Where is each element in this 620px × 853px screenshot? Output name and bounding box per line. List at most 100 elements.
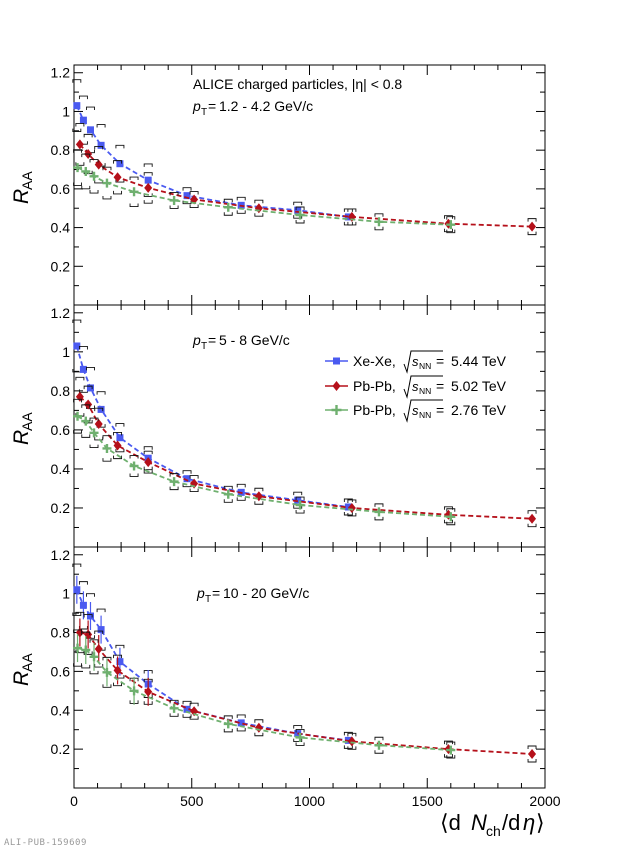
syst-bracket bbox=[94, 630, 104, 668]
data-point bbox=[223, 202, 233, 212]
data-point bbox=[86, 384, 94, 392]
data-point bbox=[102, 667, 112, 677]
data-point bbox=[73, 342, 81, 350]
syst-bracket bbox=[443, 506, 453, 524]
data-point bbox=[223, 489, 233, 499]
panel-2: 0.2 0.4 0.6 0.8 1 1.2 bbox=[51, 304, 546, 548]
data-point bbox=[294, 496, 302, 504]
svg-text:R: R bbox=[10, 430, 33, 445]
y-tick-label: 0.8 bbox=[51, 383, 71, 399]
data-point bbox=[254, 722, 263, 733]
svg-text:η: η bbox=[523, 810, 535, 835]
syst-bracket bbox=[527, 745, 537, 763]
syst-bracket bbox=[115, 423, 125, 453]
svg-text:p: p bbox=[192, 332, 201, 348]
syst-bracket bbox=[73, 629, 82, 667]
data-point bbox=[183, 705, 191, 713]
y-tick-label: 0.2 bbox=[51, 258, 71, 274]
fit-curve bbox=[75, 589, 349, 742]
svg-text:AA: AA bbox=[19, 653, 35, 672]
data-point bbox=[347, 502, 356, 513]
data-point bbox=[75, 139, 84, 150]
data-point bbox=[254, 203, 263, 214]
legend-entry-pbpb-276: Pb-Pb, s NN = 2.76 TeV bbox=[325, 399, 507, 423]
syst-bracket bbox=[113, 431, 123, 460]
pt-range-panel-1: 1.2 - 4.2 GeV/c bbox=[219, 98, 313, 114]
fit-curve bbox=[79, 631, 533, 755]
svg-text:R: R bbox=[10, 671, 33, 686]
syst-bracket bbox=[236, 196, 246, 214]
svg-text:N: N bbox=[471, 810, 487, 835]
data-point bbox=[73, 586, 81, 594]
data-point bbox=[374, 217, 384, 227]
syst-bracket bbox=[113, 654, 123, 687]
legend-entry-xexe: Xe-Xe, s NN = 5.44 TeV bbox=[325, 350, 507, 374]
data-point bbox=[144, 182, 153, 193]
legend-energy-pbpb-276: 2.76 TeV bbox=[451, 402, 507, 418]
syst-bracket bbox=[347, 208, 357, 226]
syst-bracket bbox=[347, 732, 357, 750]
data-point bbox=[102, 178, 112, 188]
data-point bbox=[102, 443, 112, 453]
x-tick-label: 2000 bbox=[529, 793, 560, 809]
syst-bracket bbox=[189, 702, 199, 720]
syst-bracket bbox=[143, 450, 153, 474]
header-text: ALICE charged particles, |η| < 0.8 bbox=[193, 76, 402, 92]
series-pbpb276 bbox=[73, 629, 456, 759]
data-point bbox=[528, 221, 537, 232]
syst-bracket bbox=[89, 159, 99, 194]
series-pbpb502 bbox=[75, 376, 537, 528]
y-tick-label: 0.8 bbox=[51, 625, 71, 641]
data-point bbox=[81, 416, 91, 426]
syst-bracket bbox=[446, 216, 456, 234]
fit-curve bbox=[79, 396, 533, 520]
svg-text:AA: AA bbox=[19, 412, 35, 431]
data-point bbox=[116, 160, 124, 168]
data-point bbox=[295, 500, 305, 510]
data-point bbox=[295, 732, 305, 742]
x-tick-label: 500 bbox=[180, 793, 204, 809]
y-tick-label: 1.2 bbox=[51, 305, 71, 321]
syst-bracket bbox=[81, 404, 91, 438]
legend-energy-pbpb-502: 5.02 TeV bbox=[451, 378, 507, 394]
syst-bracket bbox=[443, 740, 453, 758]
data-point bbox=[528, 748, 537, 759]
syst-bracket bbox=[374, 213, 384, 231]
legend-system-pbpb-276: Pb-Pb, bbox=[353, 402, 396, 418]
series-pbpb276 bbox=[73, 398, 456, 526]
data-point bbox=[374, 507, 384, 517]
syst-bracket bbox=[129, 176, 139, 207]
x-tick-label: 1500 bbox=[412, 793, 443, 809]
syst-bracket bbox=[83, 614, 93, 655]
syst-bracket bbox=[347, 499, 357, 517]
data-point bbox=[129, 686, 139, 696]
panels-layer: 0.20.40.60.811.20.20.40.60.811.20.20.40.… bbox=[51, 64, 546, 789]
syst-bracket bbox=[73, 149, 82, 186]
data-point bbox=[144, 686, 153, 697]
x-tick-label: 1000 bbox=[294, 793, 325, 809]
y-axis-title-panel-1: R AA bbox=[10, 171, 35, 204]
y-tick-label: 0.8 bbox=[51, 142, 71, 158]
x-tick-label: 0 bbox=[70, 793, 78, 809]
syst-bracket bbox=[102, 435, 112, 462]
series-pbpb502 bbox=[75, 611, 537, 763]
svg-text:T: T bbox=[205, 594, 211, 605]
svg-text:s: s bbox=[412, 403, 419, 418]
panel-3: 0.2 0.4 0.6 0.8 1 1.2 bbox=[51, 546, 546, 789]
y-tick-label: 1.2 bbox=[51, 65, 71, 81]
svg-text:ch: ch bbox=[486, 823, 501, 839]
syst-bracket bbox=[72, 79, 82, 133]
svg-text:p: p bbox=[196, 585, 205, 601]
data-point bbox=[169, 195, 179, 205]
pt-range-panel-3: 10 - 20 GeV/c bbox=[223, 585, 309, 601]
fit-curve bbox=[75, 105, 349, 218]
data-point bbox=[116, 434, 124, 442]
syst-bracket bbox=[81, 153, 91, 190]
y-tick-label: 0.4 bbox=[51, 702, 71, 718]
y-tick-label: 1 bbox=[62, 344, 70, 360]
x-axis-title: ⟨d N ch /d η ⟩ bbox=[440, 810, 545, 839]
data-point bbox=[446, 512, 456, 522]
legend-system-pbpb-502: Pb-Pb, bbox=[353, 378, 396, 394]
syst-bracket bbox=[113, 160, 123, 195]
data-point bbox=[113, 172, 122, 183]
